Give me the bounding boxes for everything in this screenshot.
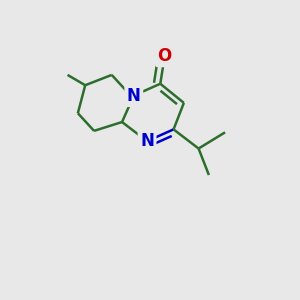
Text: N: N [127, 86, 141, 104]
Text: N: N [140, 132, 154, 150]
Text: O: O [158, 47, 172, 65]
